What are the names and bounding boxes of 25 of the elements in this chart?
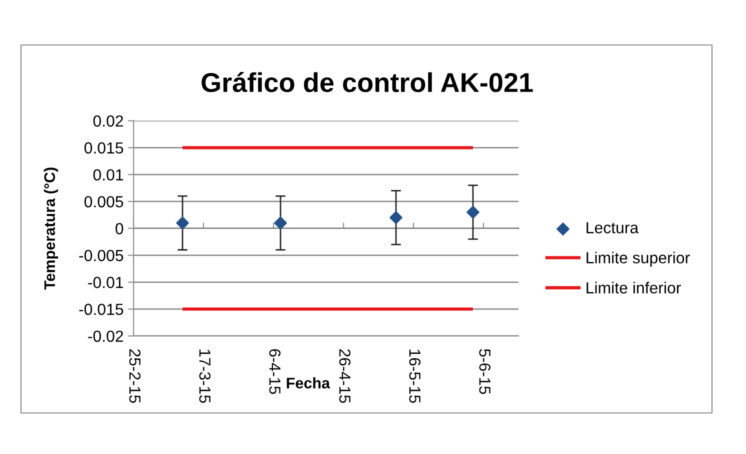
y-axis-title: Temperatura (°C) — [44, 168, 58, 290]
y-tick-label: 0.02 — [93, 115, 124, 127]
legend-label: Lectura — [586, 222, 639, 234]
x-tick-label: 16-5-15 — [409, 350, 421, 403]
y-tick-label: 0.01 — [93, 169, 124, 181]
point — [176, 216, 189, 230]
point — [466, 206, 480, 219]
y-tick-label: 0 — [116, 222, 124, 234]
x-tick-label: 6-4-15 — [269, 349, 281, 394]
y-tick-label: -0.02 — [88, 330, 124, 342]
legend-label: Limite superior — [586, 252, 690, 267]
y-tick-label: -0.015 — [79, 304, 124, 316]
y-tick-label: -0.01 — [88, 276, 124, 288]
x-tick-label: 17-3-15 — [199, 350, 211, 403]
x-axis-title: Fecha — [286, 377, 330, 388]
x-tick-label: 5-6-15 — [479, 349, 490, 394]
y-tick-label: 0.005 — [84, 196, 124, 208]
point — [390, 211, 402, 224]
x-tick-label: 25-2-15 — [129, 349, 141, 403]
legend-label: Limite inferior — [586, 282, 681, 294]
point — [274, 216, 287, 230]
x-tick-label: 26-4-15 — [339, 349, 351, 403]
y-tick-label: -0.005 — [79, 250, 124, 262]
y-tick-label: 0.015 — [84, 142, 124, 154]
chart-title: Gráfico de control AK-021 — [202, 72, 533, 92]
